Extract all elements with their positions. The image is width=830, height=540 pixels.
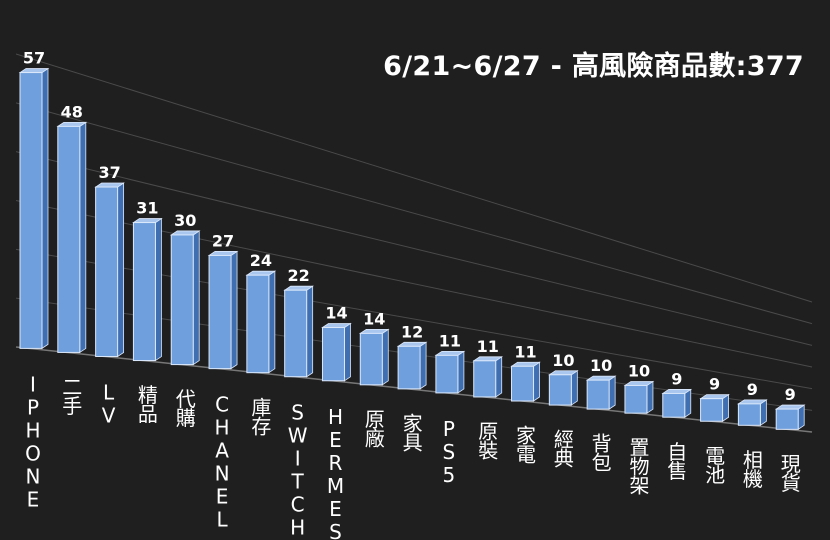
bar — [359, 332, 383, 386]
bar-side — [495, 356, 503, 398]
bar — [662, 392, 686, 418]
bar-side — [230, 250, 238, 370]
bar-side — [646, 380, 654, 414]
category-label: SWITCH — [286, 401, 310, 539]
data-label: 27 — [212, 231, 234, 250]
gridline — [15, 102, 813, 325]
bar — [95, 186, 119, 357]
category-label: HERMES — [323, 405, 347, 540]
bar-side — [608, 375, 616, 410]
bar-side — [41, 67, 49, 350]
category-label: 背包 — [588, 433, 612, 471]
category-label: 庫存 — [248, 396, 272, 435]
data-label: 11 — [477, 337, 499, 356]
category-label: 自售 — [664, 441, 688, 480]
bar — [775, 408, 799, 430]
bar-side — [684, 388, 692, 418]
gridline — [15, 53, 813, 303]
data-label: 9 — [747, 380, 758, 399]
bar-side — [457, 350, 465, 394]
bar-side — [192, 230, 200, 366]
data-label: 14 — [325, 304, 347, 323]
gridline — [15, 151, 813, 346]
category-label: CHANEL — [210, 393, 234, 531]
data-label: 9 — [671, 369, 682, 388]
bar — [170, 234, 194, 366]
bar — [19, 72, 43, 349]
data-label: 10 — [628, 361, 650, 380]
bar — [57, 125, 81, 353]
bar-side — [570, 370, 578, 406]
bar — [511, 365, 535, 402]
bar — [473, 360, 497, 398]
data-label: 12 — [401, 322, 423, 341]
data-label: 22 — [288, 266, 310, 285]
bar-side — [155, 217, 162, 362]
category-label: 家具 — [399, 412, 423, 451]
data-label: 9 — [709, 375, 720, 394]
category-label: LV — [97, 380, 121, 426]
bar — [284, 289, 308, 378]
bar-side — [419, 341, 427, 390]
bar — [208, 254, 232, 370]
chart-title: 6/21~6/27 - 高風險商品數:377 — [383, 51, 804, 82]
bar-side — [381, 328, 389, 386]
category-label: 經典 — [550, 429, 574, 468]
category-label: IPHONE — [21, 372, 45, 510]
bar-side — [117, 182, 125, 358]
bar — [321, 327, 345, 382]
data-label: 37 — [98, 163, 120, 182]
bar — [624, 384, 648, 414]
bar-side — [344, 322, 351, 382]
data-label: 9 — [785, 385, 796, 404]
bar — [586, 379, 610, 410]
category-label: PS5 — [437, 417, 461, 486]
data-label: 57 — [23, 49, 45, 68]
bar-side — [722, 393, 729, 422]
x-axis-line — [15, 346, 813, 433]
bar-side — [268, 270, 276, 374]
bar-side — [306, 285, 314, 378]
data-label: 30 — [174, 211, 196, 230]
category-label: 精品 — [134, 384, 158, 423]
category-label: 二手 — [59, 376, 83, 415]
bar — [737, 403, 761, 426]
data-label: 48 — [61, 102, 83, 121]
data-label: 10 — [552, 351, 574, 370]
data-label: 11 — [439, 331, 461, 350]
data-label: 24 — [250, 251, 272, 270]
data-label: 11 — [514, 342, 536, 361]
bar — [548, 374, 572, 406]
bar — [700, 398, 724, 422]
category-label: 置物架 — [626, 437, 650, 495]
bar-side — [79, 121, 87, 354]
bar — [397, 345, 421, 390]
category-label: 現貨 — [777, 453, 801, 492]
bar — [246, 274, 270, 374]
category-label: 電池 — [702, 445, 726, 484]
bar — [435, 354, 459, 394]
bar — [132, 222, 156, 362]
bar-side — [533, 361, 540, 402]
category-label: 代購 — [172, 388, 196, 428]
category-label: 原裝 — [475, 421, 499, 460]
data-label: 31 — [136, 199, 158, 218]
category-label: 原廠 — [361, 409, 385, 448]
category-label: 家電 — [513, 425, 537, 464]
data-label: 14 — [363, 309, 385, 328]
category-label: 相機 — [739, 449, 763, 488]
data-label: 10 — [590, 356, 612, 375]
